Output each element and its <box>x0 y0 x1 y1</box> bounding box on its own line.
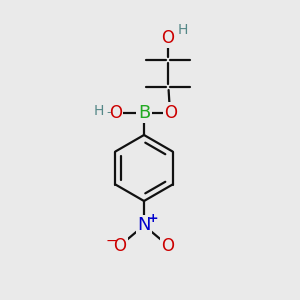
Text: O: O <box>164 103 178 122</box>
Text: H: H <box>178 23 188 37</box>
Text: -: - <box>106 106 110 119</box>
Text: H: H <box>94 104 104 118</box>
Text: O: O <box>161 28 175 46</box>
Text: −: − <box>105 234 117 248</box>
Text: +: + <box>148 212 158 225</box>
Text: O: O <box>113 237 127 255</box>
Text: B: B <box>138 103 150 122</box>
Text: O: O <box>161 237 175 255</box>
Text: O: O <box>109 103 122 122</box>
Text: N: N <box>137 216 151 234</box>
